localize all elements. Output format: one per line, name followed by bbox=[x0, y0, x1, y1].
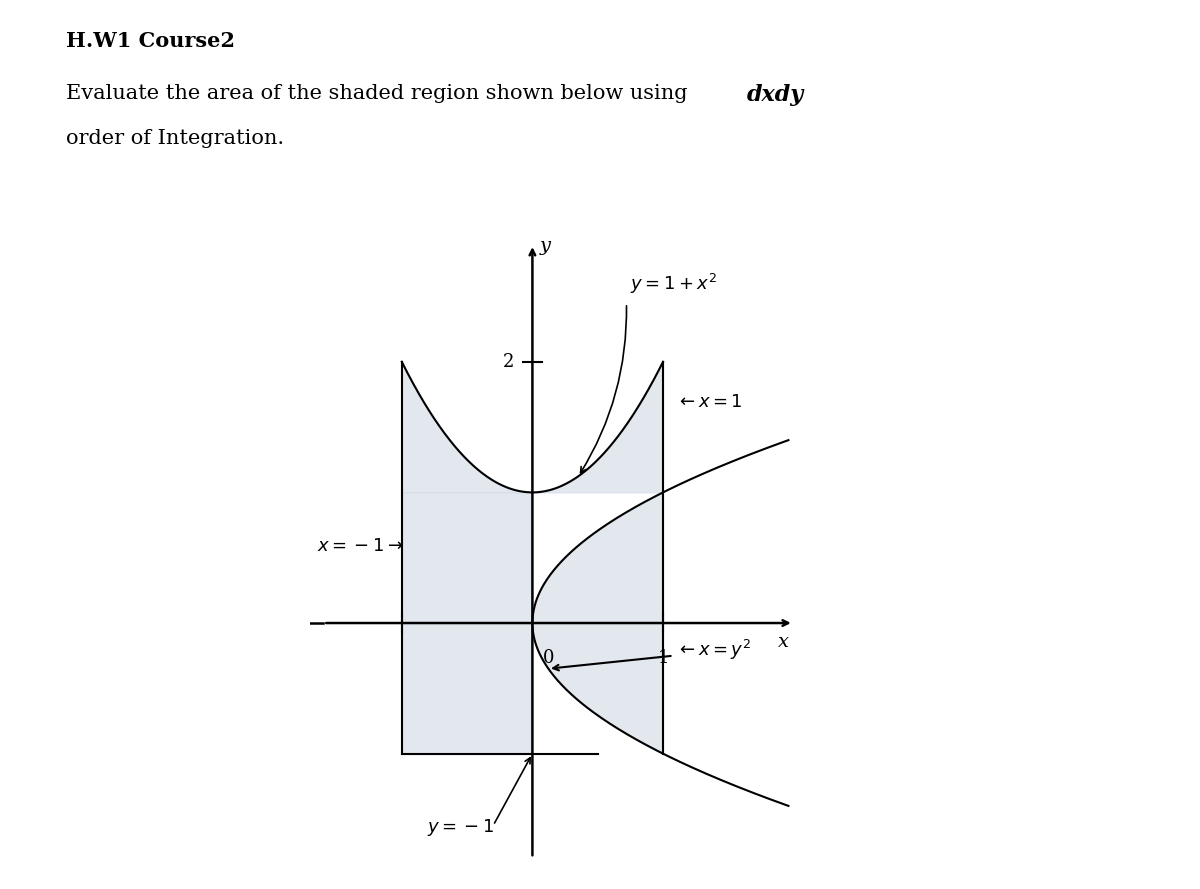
Text: 2: 2 bbox=[503, 353, 514, 371]
Text: 0: 0 bbox=[542, 649, 554, 667]
Text: $\leftarrow \mathit{x} = 1$: $\leftarrow \mathit{x} = 1$ bbox=[676, 394, 743, 412]
Text: Evaluate the area of the shaded region shown below using: Evaluate the area of the shaded region s… bbox=[66, 84, 694, 103]
Text: order of Integration.: order of Integration. bbox=[66, 129, 284, 148]
Text: $y = -1$: $y = -1$ bbox=[427, 817, 494, 838]
Text: $y = 1 + x^2$: $y = 1 + x^2$ bbox=[630, 272, 718, 296]
Text: 1: 1 bbox=[658, 649, 668, 667]
Text: dxdy: dxdy bbox=[746, 84, 804, 107]
Text: $\mathit{x} = -1 \rightarrow$: $\mathit{x} = -1 \rightarrow$ bbox=[317, 537, 403, 555]
Text: $\leftarrow \mathit{x} = y^2$: $\leftarrow \mathit{x} = y^2$ bbox=[676, 637, 751, 661]
Text: y: y bbox=[540, 236, 551, 255]
Text: H.W1 Course2: H.W1 Course2 bbox=[66, 31, 235, 51]
Text: x: x bbox=[778, 633, 788, 651]
